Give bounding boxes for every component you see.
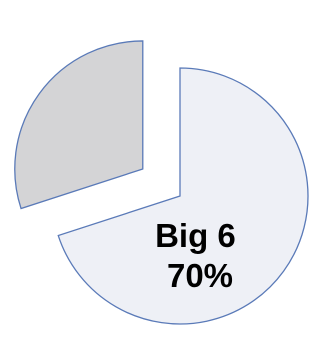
pie-slice-big-6-label-line-1: Big 6 xyxy=(155,217,236,254)
pie-slice-big-6 xyxy=(57,67,309,325)
pie-slice-big-6-label: Big 6 70% xyxy=(155,217,245,294)
pie-slice-other xyxy=(14,40,144,210)
pie-slice-big-6-label-line-2: 70% xyxy=(167,257,233,294)
